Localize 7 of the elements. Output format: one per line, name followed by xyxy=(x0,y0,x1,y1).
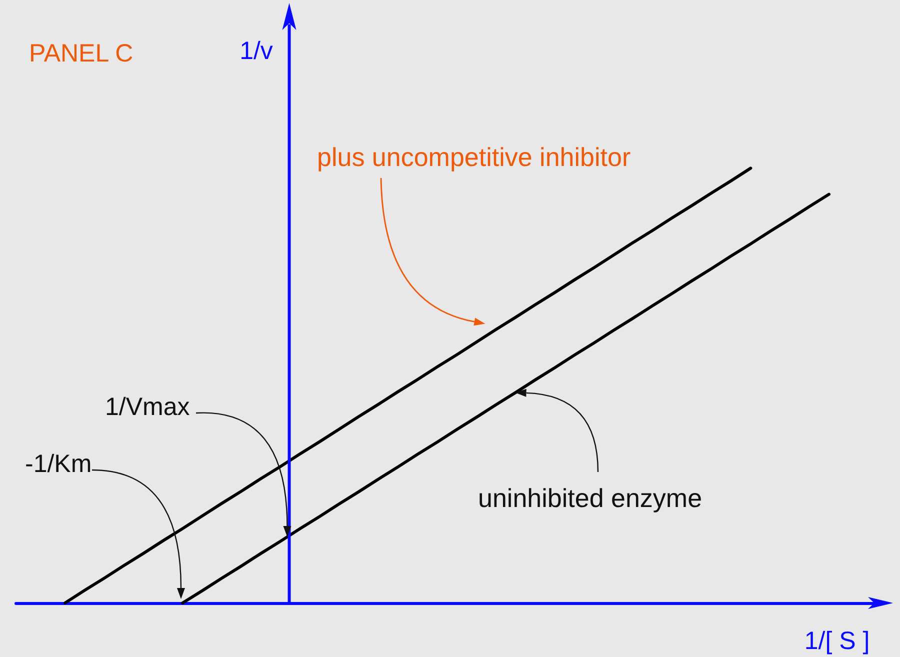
x-axis-title: 1/[ S ] xyxy=(804,627,870,655)
y-axis-title: 1/v xyxy=(240,37,274,65)
text: uninhibited enzyme xyxy=(478,483,702,513)
chart-title: PANEL C xyxy=(29,40,134,68)
annotation: 1/Vmax xyxy=(105,393,190,421)
annotation: -1/Km xyxy=(25,450,92,478)
text: plus uncompetitive inhibitor xyxy=(317,142,631,172)
